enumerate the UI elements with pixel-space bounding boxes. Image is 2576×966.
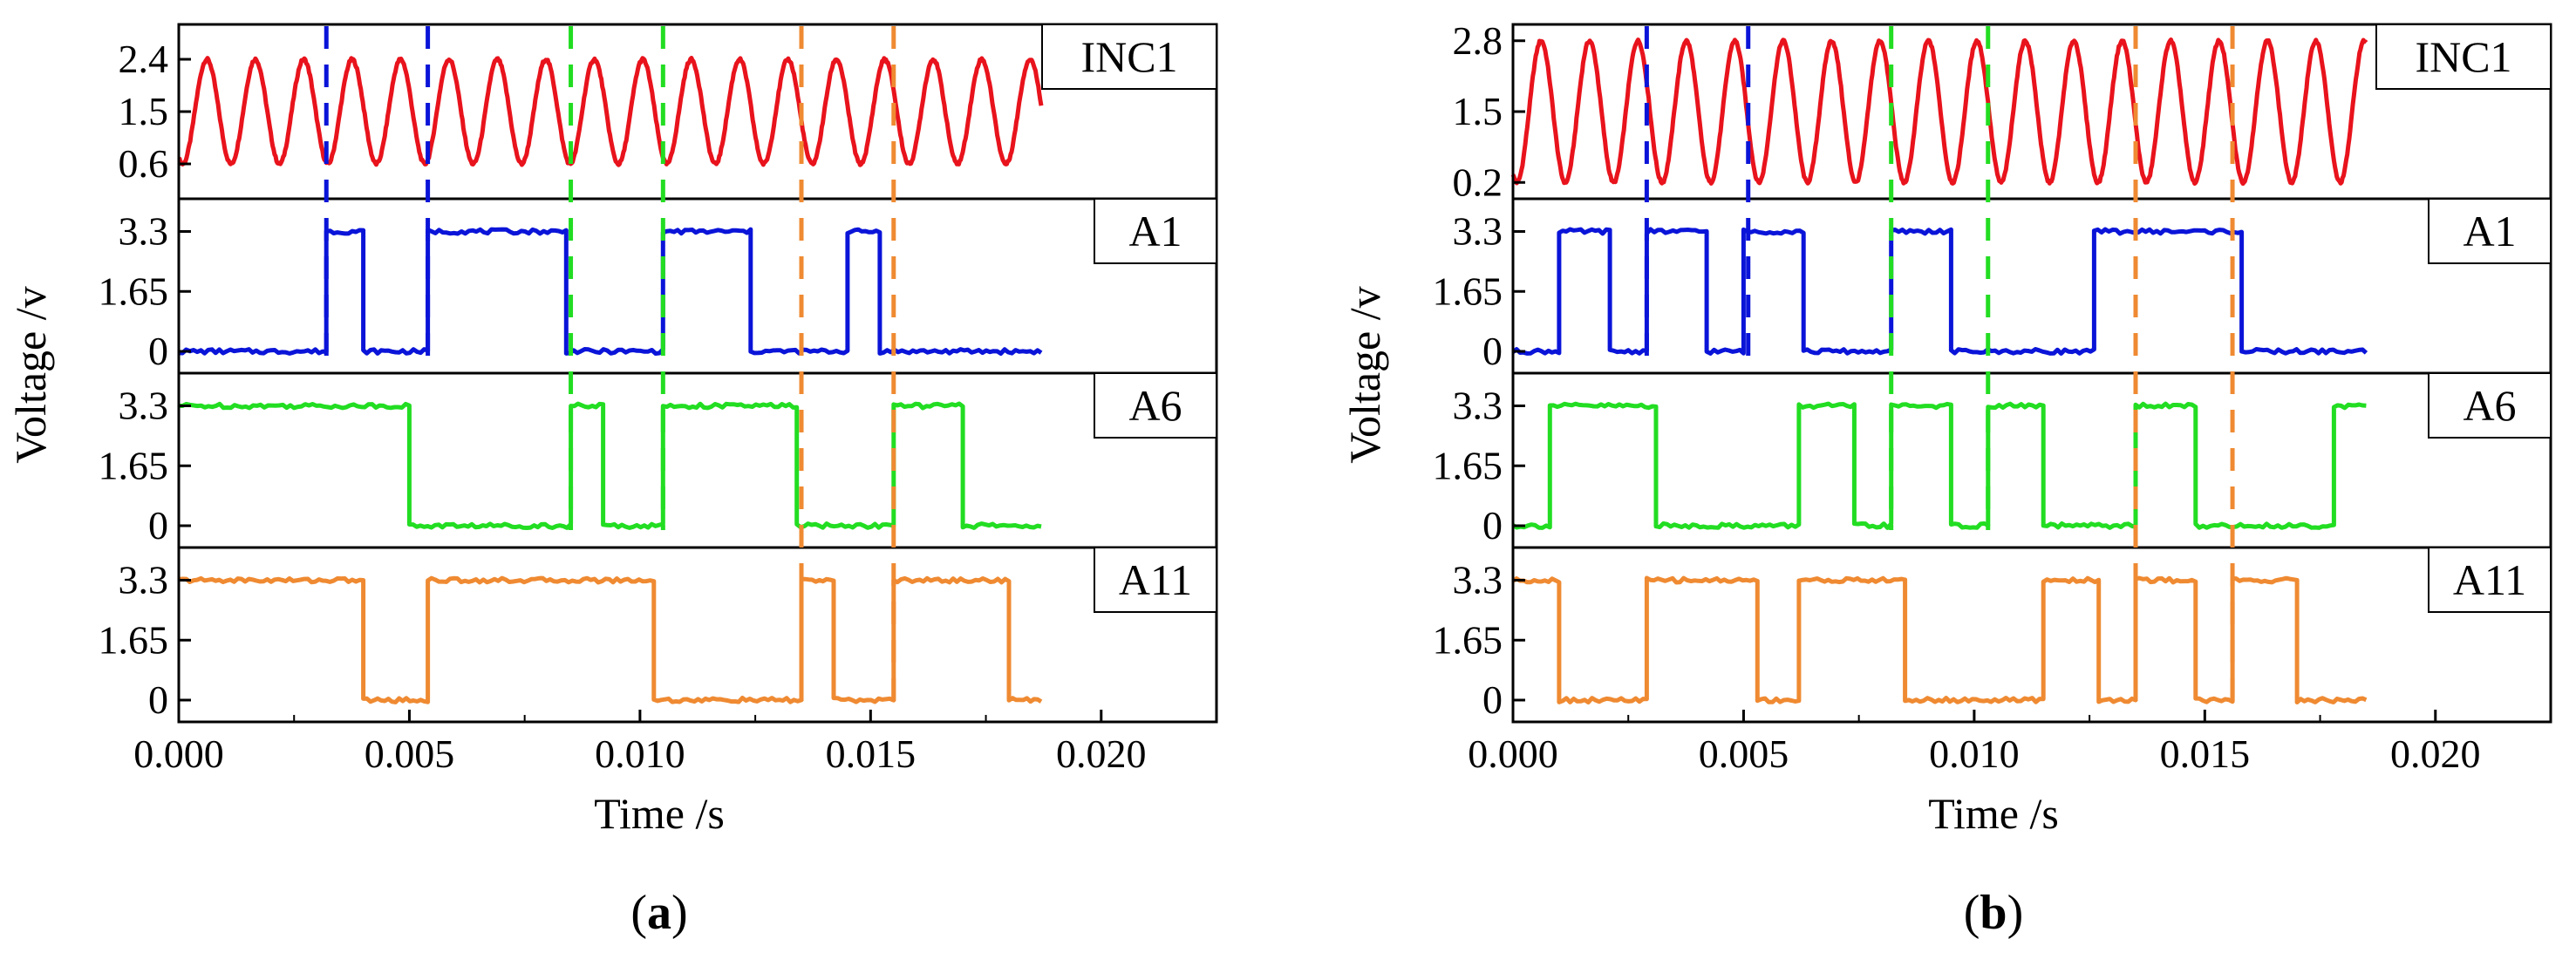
- signal-label-box-inc1-a: [1041, 24, 1217, 90]
- signal-label-box-a11-a: [1094, 547, 1217, 613]
- y-tick-label-inc1-1-b: 1.5: [1453, 89, 1503, 133]
- signal-label-a1-a: A1: [1128, 207, 1182, 255]
- y-axis-label-a: Voltage /v: [6, 286, 55, 463]
- x-tick-label-0-b: 0.000: [1468, 731, 1558, 776]
- x-tick-label-3-b: 0.015: [2160, 731, 2251, 776]
- y-tick-label-a6-1-a: 1.65: [99, 443, 169, 487]
- x-tick-label-4-b: 0.020: [2390, 731, 2481, 776]
- panel-a11-b: 3.3 1.65 0 A11: [1433, 546, 2552, 724]
- signal-label-a11-a: A11: [1119, 555, 1192, 604]
- trace-a6-b: [1511, 401, 2367, 530]
- y-tick-label-a1-1-a: 1.65: [99, 269, 169, 313]
- y-tick-label-a6-2-a: 0: [148, 503, 168, 548]
- y-tick-label-a6-0-b: 3.3: [1453, 384, 1503, 428]
- panel-frame-a11-a: [177, 546, 1218, 724]
- x-tick-label-2-b: 0.010: [1929, 731, 2020, 776]
- subplot-b: Voltage /v Time /s (b) 2.8 1.5 0.2 INC1 3.3 1…: [1340, 18, 2552, 940]
- signal-label-box-a1-a: [1094, 198, 1217, 264]
- y-tick-label-a6-1-b: 1.65: [1433, 443, 1503, 487]
- subplot-a: Voltage /v Time /s (a) 2.4 1.5 0.6 INC1 3.3 1…: [6, 23, 1218, 940]
- y-tick-label-inc1-0-a: 2.4: [119, 37, 169, 81]
- signal-label-a6-b: A6: [2463, 381, 2516, 430]
- x-tick-label-1-b: 0.005: [1699, 731, 1789, 776]
- x-tick-label-0-a: 0.000: [133, 731, 224, 776]
- y-tick-label-inc1-2-a: 0.6: [119, 141, 169, 186]
- signal-label-a6-a: A6: [1128, 381, 1182, 430]
- y-tick-label-a1-2-a: 0: [148, 329, 168, 373]
- signal-label-box-a1-b: [2428, 198, 2552, 264]
- signal-label-a11-b: A11: [2453, 555, 2526, 604]
- panel-frame-a11-b: [1511, 546, 2552, 724]
- y-tick-label-a11-2-a: 0: [148, 677, 168, 722]
- y-tick-label-a11-1-b: 1.65: [1433, 617, 1503, 662]
- signal-label-box-a6-a: [1094, 372, 1217, 439]
- y-tick-label-inc1-2-b: 0.2: [1453, 160, 1503, 204]
- plot-area-b: 2.8 1.5 0.2 INC1 3.3 1.65 0 A1 3.3 1.65 0 A6 3.3 1.65…: [1433, 18, 2552, 776]
- plot-area-a: 2.4 1.5 0.6 INC1 3.3 1.65 0 A1 3.3 1.65 0 A6 3.3 1.65…: [99, 23, 1218, 776]
- trace-inc1-a: [177, 56, 1044, 167]
- panel-a6-a: 3.3 1.65 0 A6: [99, 371, 1218, 549]
- signal-label-box-a6-b: [2428, 372, 2552, 439]
- y-tick-label-a1-1-b: 1.65: [1433, 269, 1503, 313]
- x-axis-label-a: Time /s: [594, 789, 725, 838]
- caption-b: (b): [1964, 886, 2023, 940]
- trace-inc1-b: [1510, 37, 2368, 187]
- y-tick-label-a11-1-a: 1.65: [99, 617, 169, 662]
- y-tick-label-a11-0-a: 3.3: [119, 558, 169, 602]
- y-tick-label-inc1-1-a: 1.5: [119, 89, 169, 133]
- trace-a11-a: [178, 575, 1043, 704]
- panel-a6-b: 3.3 1.65 0 A6: [1433, 371, 2552, 549]
- x-tick-label-3-a: 0.015: [826, 731, 917, 776]
- y-tick-label-a6-2-b: 0: [1482, 503, 1503, 548]
- x-tick-label-1-a: 0.005: [365, 731, 455, 776]
- panel-a11-a: 3.3 1.65 0 A11: [99, 546, 1218, 724]
- signal-label-box-inc1-b: [2375, 24, 2552, 90]
- trace-a11-b: [1511, 575, 2368, 704]
- y-tick-label-a1-0-a: 3.3: [119, 209, 169, 254]
- y-tick-label-inc1-0-b: 2.8: [1453, 18, 1503, 63]
- signal-label-inc1-a: INC1: [1080, 32, 1177, 81]
- y-tick-label-a6-0-a: 3.3: [119, 384, 169, 428]
- y-tick-label-a11-2-b: 0: [1482, 677, 1503, 722]
- y-tick-label-a1-0-b: 3.3: [1453, 209, 1503, 254]
- panel-inc1-a: 2.4 1.5 0.6 INC1: [119, 23, 1218, 201]
- signal-label-box-a11-b: [2428, 547, 2552, 613]
- signal-label-a1-b: A1: [2463, 207, 2516, 255]
- y-tick-label-a11-0-b: 3.3: [1453, 558, 1503, 602]
- x-axis-label-b: Time /s: [1928, 789, 2059, 838]
- y-axis-label-b: Voltage /v: [1340, 286, 1389, 463]
- trace-a6-a: [179, 401, 1042, 530]
- x-tick-label-2-a: 0.010: [595, 731, 685, 776]
- x-tick-label-4-a: 0.020: [1056, 731, 1147, 776]
- caption-a: (a): [630, 886, 687, 940]
- panel-inc1-b: 2.8 1.5 0.2 INC1: [1453, 18, 2552, 204]
- signal-label-inc1-b: INC1: [2415, 32, 2511, 81]
- y-tick-label-a1-2-b: 0: [1482, 329, 1503, 373]
